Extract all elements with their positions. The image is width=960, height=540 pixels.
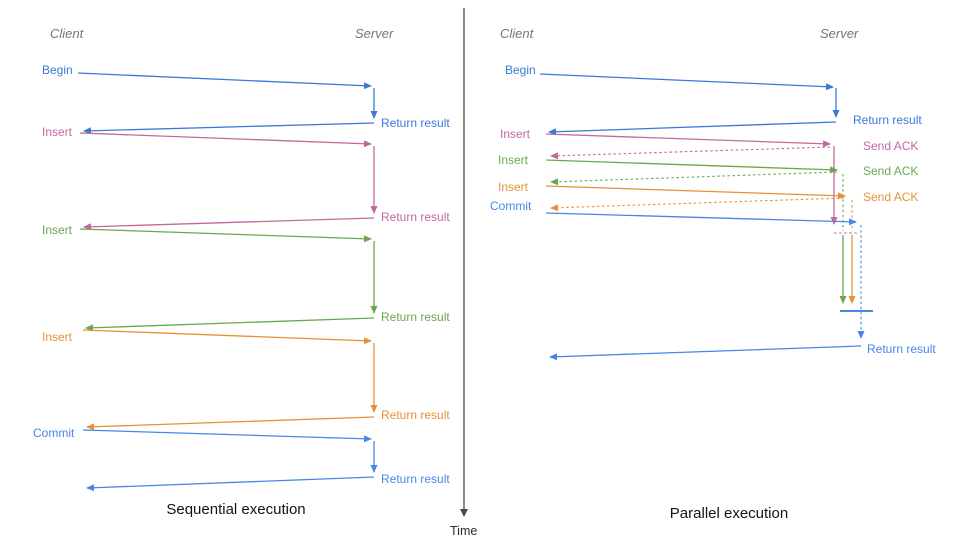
seq-insert2-label: Insert <box>42 223 73 237</box>
seq-commit-result-label: Return result <box>381 472 450 486</box>
seq-server-header: Server <box>355 26 394 41</box>
par-begin-result-label: Return result <box>853 113 922 127</box>
par-insert3-label: Insert <box>498 180 529 194</box>
par-client-header: Client <box>500 26 534 41</box>
par-server-header: Server <box>820 26 859 41</box>
seq-begin-label: Begin <box>42 63 73 77</box>
par-commit-flow <box>545 212 873 361</box>
par-insert2-label: Insert <box>498 153 529 167</box>
seq-insert2-flow <box>79 228 378 332</box>
par-insert1-ack-label: Send ACK <box>863 139 919 153</box>
par-insert2-flow <box>545 159 847 304</box>
seq-begin-result-label: Return result <box>381 116 450 130</box>
seq-insert3-label: Insert <box>42 330 73 344</box>
par-panel-title: Parallel execution <box>669 505 789 522</box>
seq-insert3-flow <box>82 329 378 431</box>
par-begin-flow <box>539 73 840 136</box>
par-insert3-ack-label: Send ACK <box>863 190 919 204</box>
par-commit-label: Commit <box>490 199 532 213</box>
seq-panel-title: Sequential execution <box>166 501 306 518</box>
seq-insert3-result-label: Return result <box>381 408 450 422</box>
par-insert1-label: Insert <box>500 127 531 141</box>
par-insert1-flow <box>545 133 857 234</box>
par-insert3-flow <box>545 185 856 304</box>
par-insert2-ack-label: Send ACK <box>863 164 919 178</box>
seq-commit-label: Commit <box>33 426 75 440</box>
par-commit-result-label: Return result <box>867 342 936 356</box>
seq-client-header: Client <box>50 26 84 41</box>
seq-commit-flow <box>82 429 378 492</box>
seq-insert2-result-label: Return result <box>381 310 450 324</box>
seq-begin-flow <box>77 72 378 135</box>
seq-insert1-result-label: Return result <box>381 210 450 224</box>
seq-insert1-label: Insert <box>42 125 73 139</box>
time-axis-label: Time <box>450 524 478 538</box>
seq-insert1-flow <box>79 132 378 231</box>
par-begin-label: Begin <box>505 63 536 77</box>
